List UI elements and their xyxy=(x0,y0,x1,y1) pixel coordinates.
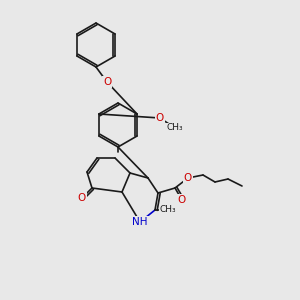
Text: O: O xyxy=(103,77,111,87)
Text: CH₃: CH₃ xyxy=(167,124,183,133)
Text: O: O xyxy=(184,173,192,183)
Text: CH₃: CH₃ xyxy=(160,206,176,214)
Text: NH: NH xyxy=(132,217,148,227)
Text: O: O xyxy=(156,113,164,123)
Text: O: O xyxy=(78,193,86,203)
Text: O: O xyxy=(178,195,186,205)
